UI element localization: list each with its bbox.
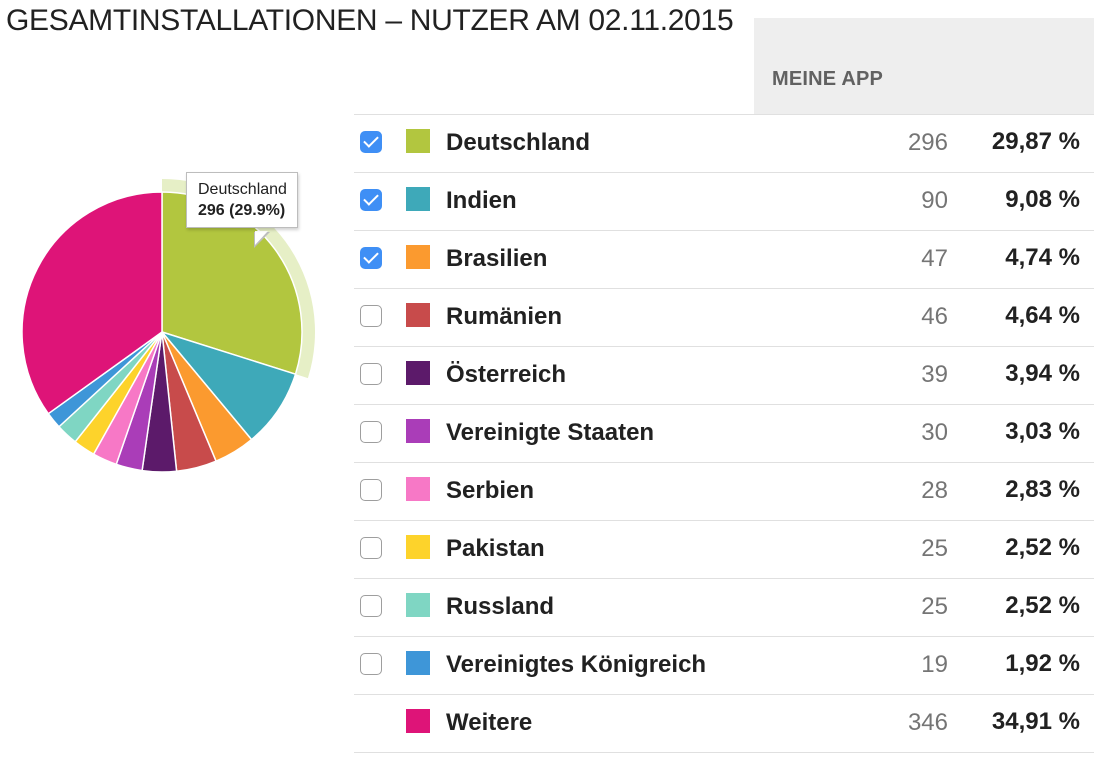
tooltip-category: Deutschland [198, 181, 287, 198]
series-checkbox[interactable] [360, 247, 382, 269]
series-color-swatch [406, 187, 430, 211]
series-count: 30 [921, 419, 948, 446]
series-color-swatch [406, 651, 430, 675]
series-color-swatch [406, 419, 430, 443]
column-header[interactable]: MEINE APP [754, 18, 1094, 114]
series-label: Serbien [446, 477, 535, 504]
series-color-swatch [406, 303, 430, 327]
series-percent: 3,03 % [1005, 418, 1080, 445]
legend-row[interactable]: Vereinigtes Königreich 19 1,92 % [354, 637, 1094, 695]
series-percent: 2,83 % [1005, 476, 1080, 503]
legend-row[interactable]: Österreich 39 3,94 % [354, 347, 1094, 405]
series-count: 46 [921, 303, 948, 330]
series-count: 19 [921, 651, 948, 678]
series-percent: 2,52 % [1005, 534, 1080, 561]
series-count: 296 [907, 129, 948, 156]
series-label: Rumänien [446, 303, 563, 330]
series-checkbox[interactable] [360, 653, 382, 675]
legend-row[interactable]: Pakistan 25 2,52 % [354, 521, 1094, 579]
legend-row[interactable]: Vereinigte Staaten 30 3,03 % [354, 405, 1094, 463]
series-count: 25 [921, 593, 948, 620]
series-label: Brasilien [446, 245, 548, 272]
series-checkbox[interactable] [360, 305, 382, 327]
series-checkbox[interactable] [360, 363, 382, 385]
legend-row[interactable]: Deutschland 296 29,87 % [354, 115, 1094, 173]
tooltip-pointer [254, 231, 270, 248]
series-label: Österreich [446, 361, 567, 388]
series-label: Indien [446, 187, 517, 214]
legend-row[interactable]: Weitere 346 34,91 % [354, 695, 1094, 753]
series-color-swatch [406, 593, 430, 617]
series-percent: 3,94 % [1005, 360, 1080, 387]
series-color-swatch [406, 245, 430, 269]
series-label: Pakistan [446, 535, 545, 562]
series-percent: 9,08 % [1005, 186, 1080, 213]
legend-row[interactable]: Serbien 28 2,83 % [354, 463, 1094, 521]
legend-row[interactable]: Russland 25 2,52 % [354, 579, 1094, 637]
series-percent: 34,91 % [991, 708, 1080, 735]
series-count: 47 [921, 245, 948, 272]
legend-row[interactable]: Rumänien 46 4,64 % [354, 289, 1094, 347]
legend-rows: Deutschland 296 29,87 % Indien 90 9,08 % Brasi… [354, 114, 1094, 753]
series-color-swatch [406, 709, 430, 733]
chart-tooltip: Deutschland 296 (29.9%) [186, 172, 298, 228]
series-count: 90 [921, 187, 948, 214]
legend-row[interactable]: Indien 90 9,08 % [354, 173, 1094, 231]
pie-chart[interactable] [0, 160, 340, 500]
series-checkbox[interactable] [360, 131, 382, 153]
legend-row[interactable]: Brasilien 47 4,74 % [354, 231, 1094, 289]
pie-slice-indien[interactable] [161, 331, 297, 441]
series-percent: 29,87 % [991, 128, 1080, 155]
series-count: 39 [921, 361, 948, 388]
series-count: 28 [921, 477, 948, 504]
series-color-swatch [406, 361, 430, 385]
pie-chart-svg[interactable] [0, 160, 340, 500]
series-checkbox[interactable] [360, 537, 382, 559]
series-label: Russland [446, 593, 555, 620]
column-header-label: MEINE APP [772, 68, 884, 90]
series-color-swatch [406, 129, 430, 153]
series-label: Vereinigte Staaten [446, 419, 655, 446]
tooltip-value: 296 (29.9%) [198, 202, 286, 219]
series-percent: 1,92 % [1005, 650, 1080, 677]
series-count: 25 [921, 535, 948, 562]
series-label: Deutschland [446, 129, 591, 156]
page-title: GESAMTINSTALLATIONEN – NUTZER AM 02.11.2… [6, 4, 734, 37]
series-checkbox[interactable] [360, 421, 382, 443]
series-label: Vereinigtes Königreich [446, 651, 707, 678]
pie-slice-weitere[interactable] [21, 191, 163, 415]
series-color-swatch [406, 477, 430, 501]
series-percent: 4,74 % [1005, 244, 1080, 271]
series-count: 346 [907, 709, 948, 736]
series-checkbox[interactable] [360, 189, 382, 211]
series-label: Weitere [446, 709, 533, 736]
series-checkbox[interactable] [360, 595, 382, 617]
series-checkbox[interactable] [360, 479, 382, 501]
series-color-swatch [406, 535, 430, 559]
series-percent: 2,52 % [1005, 592, 1080, 619]
series-percent: 4,64 % [1005, 302, 1080, 329]
